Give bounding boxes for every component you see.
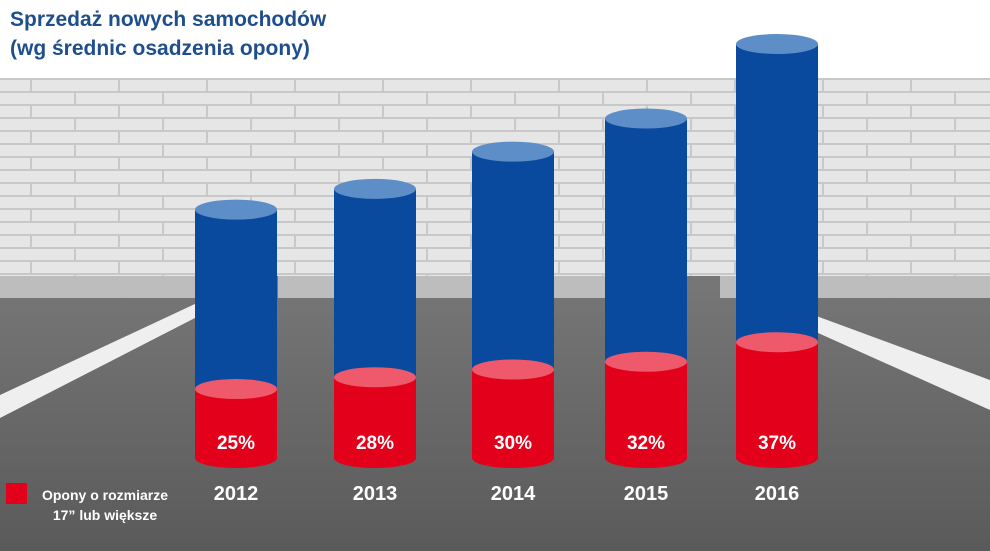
bar-blue-top bbox=[334, 178, 416, 199]
bar-red-top bbox=[605, 351, 687, 372]
x-tick-label: 2016 bbox=[755, 483, 800, 505]
bar-red-body bbox=[605, 361, 687, 458]
x-tick-label: 2015 bbox=[624, 483, 669, 505]
chart-subtitle: (wg średnic osadzenia opony) bbox=[10, 37, 310, 60]
bar-blue-body bbox=[334, 188, 416, 378]
chart-title: Sprzedaż nowych samochodów bbox=[10, 8, 327, 31]
parking-line-left bbox=[0, 296, 230, 418]
bar-red-bottom bbox=[472, 448, 554, 468]
legend-label-line1: Opony o rozmiarze bbox=[41, 487, 169, 503]
x-tick-label: 2014 bbox=[491, 483, 536, 505]
bar-blue-body bbox=[472, 151, 554, 370]
bar-red-bottom bbox=[605, 448, 687, 468]
bar-red-body bbox=[195, 389, 277, 458]
data-label: 32% bbox=[627, 433, 665, 454]
bar-blue-body bbox=[195, 209, 277, 389]
bar-blue-top bbox=[195, 199, 277, 220]
curb-stone-1 bbox=[0, 276, 255, 298]
bar-red-body bbox=[334, 377, 416, 458]
bar-blue-top bbox=[736, 34, 818, 54]
x-tick-label: 2012 bbox=[214, 483, 259, 505]
bar-blue-top bbox=[605, 108, 687, 129]
data-label: 25% bbox=[217, 433, 255, 454]
data-label: 37% bbox=[758, 433, 796, 454]
data-label: 28% bbox=[356, 433, 394, 454]
bar-red-bottom bbox=[195, 448, 277, 468]
data-label: 30% bbox=[494, 433, 532, 454]
x-tick-label: 2013 bbox=[353, 483, 398, 505]
bar-blue-top bbox=[472, 141, 554, 162]
bar-blue-body bbox=[605, 118, 687, 362]
legend-swatch bbox=[6, 483, 27, 504]
bar-red-top bbox=[334, 367, 416, 388]
bar-red-body bbox=[472, 369, 554, 458]
legend-label: Opony o rozmiarze 17” lub większe bbox=[30, 485, 180, 525]
bar-red-top bbox=[472, 359, 554, 380]
bar-red-bottom bbox=[736, 448, 818, 468]
bar-red-top bbox=[736, 332, 818, 353]
bar-red-body bbox=[736, 342, 818, 458]
bar-blue-body bbox=[736, 44, 818, 343]
bar-red-top bbox=[195, 379, 277, 399]
bar-red-bottom bbox=[334, 448, 416, 468]
header-area bbox=[0, 0, 990, 78]
legend-label-line2: 17” lub większe bbox=[52, 507, 158, 523]
